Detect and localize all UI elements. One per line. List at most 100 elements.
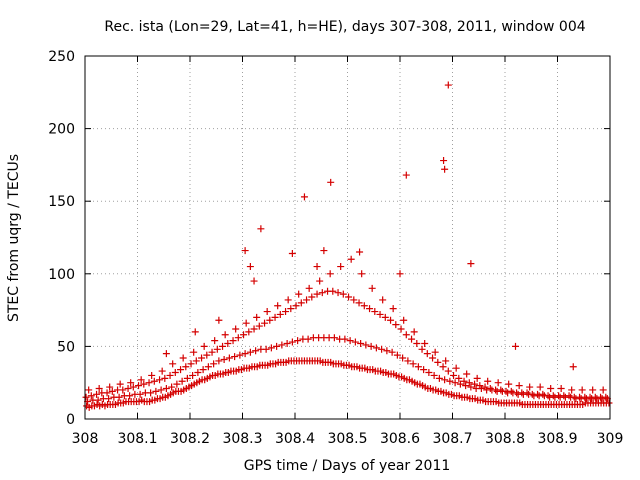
data-point [157, 386, 165, 394]
data-point [569, 363, 577, 371]
data-point [460, 377, 468, 385]
x-tick-label: 308.9 [537, 431, 577, 447]
data-point [282, 308, 290, 316]
data-point [452, 364, 460, 372]
chart-title: Rec. ista (Lon=29, Lat=41, h=HE), days 3… [104, 19, 585, 35]
data-point [136, 390, 144, 398]
data-point [255, 322, 263, 330]
data-point [261, 319, 269, 327]
data-point [402, 331, 410, 339]
data-point [106, 383, 114, 391]
data-point [267, 344, 275, 352]
data-point [166, 371, 174, 379]
data-point [423, 350, 431, 358]
data-point [215, 357, 223, 365]
data-point [262, 345, 270, 353]
data-point [203, 351, 211, 359]
data-point [103, 389, 111, 397]
data-point [440, 157, 448, 165]
data-point [294, 337, 302, 345]
data-point [183, 374, 191, 382]
data-point [85, 386, 93, 394]
data-point [397, 325, 405, 333]
data-point [565, 392, 573, 400]
data-point [414, 363, 422, 371]
data-point [507, 387, 515, 395]
data-point [94, 396, 102, 404]
data-point [379, 296, 387, 304]
data-point [303, 296, 311, 304]
data-point [421, 339, 429, 347]
data-point [410, 328, 418, 336]
data-point [313, 263, 321, 271]
data-point [396, 270, 404, 278]
data-point [300, 193, 308, 201]
x-axis-label: GPS time / Days of year 2011 [244, 458, 451, 474]
data-point [444, 367, 452, 375]
data-point [182, 363, 190, 371]
data-point [351, 338, 359, 346]
data-point [231, 353, 239, 361]
data-point [213, 345, 221, 353]
data-point [589, 386, 597, 394]
data-point [356, 248, 364, 256]
data-point [465, 379, 473, 387]
data-point [381, 313, 389, 321]
data-point [87, 392, 95, 400]
data-point [246, 348, 254, 356]
data-point [194, 369, 202, 377]
data-point [444, 81, 452, 89]
x-tick-label: 308.8 [485, 431, 525, 447]
data-point [129, 383, 137, 391]
data-points [82, 81, 613, 411]
data-point [126, 392, 134, 400]
data-point [476, 382, 484, 390]
x-tick-label: 308.5 [327, 431, 367, 447]
y-tick-label: 150 [48, 194, 75, 210]
data-point [204, 363, 212, 371]
data-point [278, 341, 286, 349]
data-point [162, 350, 170, 358]
data-point [145, 379, 153, 387]
data-point [162, 385, 170, 393]
data-point [337, 263, 345, 271]
data-point [116, 380, 124, 388]
data-point [257, 225, 265, 233]
data-point [400, 316, 408, 324]
data-point [366, 305, 374, 313]
data-point [274, 302, 282, 310]
grid-lines [85, 56, 610, 419]
data-point [418, 345, 426, 353]
data-point [413, 339, 421, 347]
data-point [467, 383, 475, 391]
data-point [451, 379, 459, 387]
data-point [399, 354, 407, 362]
plot-frame [84, 55, 611, 420]
data-point [605, 399, 613, 407]
data-point [276, 310, 284, 318]
data-point [152, 387, 160, 395]
data-point [220, 355, 228, 363]
data-point [200, 342, 208, 350]
data-point [211, 337, 219, 345]
x-tick-label: 308.2 [170, 431, 210, 447]
data-point [199, 366, 207, 374]
data-point [326, 270, 334, 278]
data-point [178, 377, 186, 385]
data-point [148, 371, 156, 379]
data-point [473, 374, 481, 382]
x-tick-label: 308.4 [275, 431, 315, 447]
data-point [210, 360, 218, 368]
data-point [305, 284, 313, 292]
data-point [494, 379, 502, 387]
data-point [224, 339, 232, 347]
data-point [250, 277, 258, 285]
data-point [187, 360, 195, 368]
data-point [462, 382, 470, 390]
data-point [318, 289, 326, 297]
data-point [376, 310, 384, 318]
data-point [177, 366, 185, 374]
data-point [355, 299, 363, 307]
data-point [140, 380, 148, 388]
